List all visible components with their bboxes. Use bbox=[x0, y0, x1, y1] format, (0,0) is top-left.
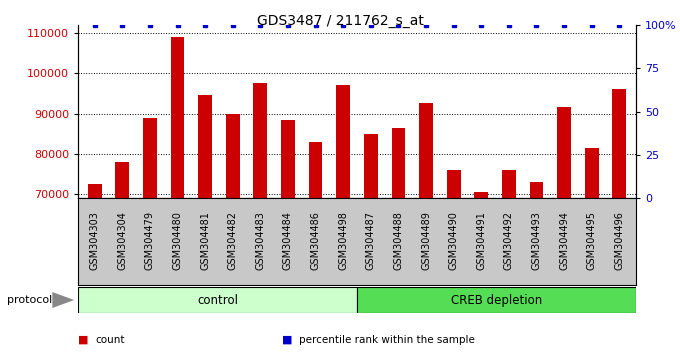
Bar bbox=[199, 95, 212, 354]
Text: GSM304482: GSM304482 bbox=[228, 211, 238, 270]
Text: GSM304496: GSM304496 bbox=[614, 211, 624, 270]
Bar bbox=[116, 162, 129, 354]
Text: protocol: protocol bbox=[7, 295, 52, 305]
Text: ■: ■ bbox=[78, 335, 88, 345]
Bar bbox=[226, 114, 239, 354]
Text: GSM304495: GSM304495 bbox=[587, 211, 596, 270]
Text: CREB depletion: CREB depletion bbox=[451, 293, 542, 307]
Bar bbox=[309, 142, 322, 354]
Text: GSM304481: GSM304481 bbox=[200, 211, 210, 270]
Bar bbox=[502, 170, 515, 354]
Text: GSM304490: GSM304490 bbox=[449, 211, 458, 270]
Text: control: control bbox=[197, 293, 238, 307]
Bar bbox=[475, 192, 488, 354]
Text: GDS3487 / 211762_s_at: GDS3487 / 211762_s_at bbox=[256, 14, 424, 28]
Bar bbox=[281, 120, 295, 354]
Bar bbox=[78, 287, 357, 313]
Bar bbox=[392, 128, 405, 354]
Text: GSM304493: GSM304493 bbox=[532, 211, 541, 270]
Bar bbox=[254, 83, 267, 354]
Text: count: count bbox=[95, 335, 124, 345]
Text: percentile rank within the sample: percentile rank within the sample bbox=[299, 335, 475, 345]
Text: GSM304489: GSM304489 bbox=[421, 211, 431, 270]
Text: GSM304304: GSM304304 bbox=[118, 211, 127, 270]
Bar bbox=[337, 85, 350, 354]
Bar bbox=[357, 287, 636, 313]
Bar bbox=[364, 134, 377, 354]
Bar bbox=[419, 103, 433, 354]
Bar bbox=[585, 148, 598, 354]
Text: GSM304484: GSM304484 bbox=[283, 211, 293, 270]
Text: GSM304487: GSM304487 bbox=[366, 211, 376, 270]
Text: GSM304494: GSM304494 bbox=[559, 211, 569, 270]
Text: GSM304483: GSM304483 bbox=[256, 211, 265, 270]
Text: GSM304498: GSM304498 bbox=[338, 211, 348, 270]
Bar bbox=[530, 182, 543, 354]
Bar bbox=[447, 170, 460, 354]
Bar bbox=[612, 89, 626, 354]
Bar bbox=[88, 184, 102, 354]
Text: ■: ■ bbox=[282, 335, 292, 345]
Text: GSM304488: GSM304488 bbox=[394, 211, 403, 270]
Text: GSM304479: GSM304479 bbox=[145, 211, 155, 270]
Text: GSM304486: GSM304486 bbox=[311, 211, 320, 270]
Text: GSM304480: GSM304480 bbox=[173, 211, 182, 270]
Bar bbox=[143, 118, 157, 354]
Polygon shape bbox=[52, 292, 74, 308]
Text: GSM304303: GSM304303 bbox=[90, 211, 100, 270]
Text: GSM304491: GSM304491 bbox=[476, 211, 486, 270]
Bar bbox=[171, 37, 184, 354]
Text: GSM304492: GSM304492 bbox=[504, 211, 514, 270]
Bar bbox=[557, 108, 571, 354]
